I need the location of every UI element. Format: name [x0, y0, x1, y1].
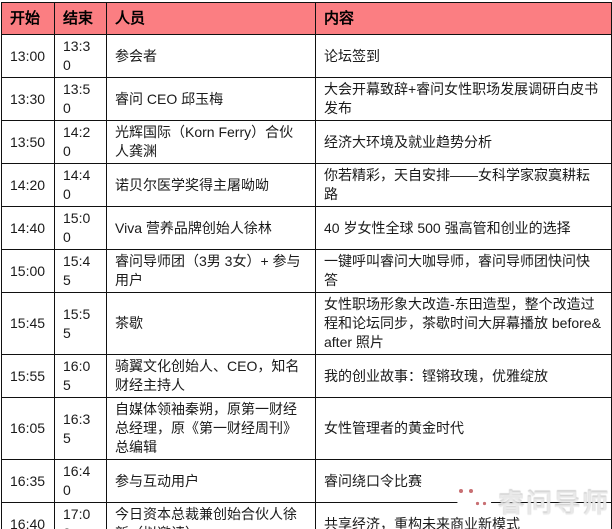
- content-cell: 女性职场形象大改造-东田造型，整个改造过程和论坛同步，茶歇时间大屏幕播放 bef…: [315, 292, 612, 355]
- person-cell: Viva 营养品牌创始人徐林: [106, 206, 316, 250]
- start-time-cell: 16:05: [1, 397, 55, 460]
- end-time-cell: 13:30: [54, 34, 107, 78]
- content-cell: 经济大环境及就业趋势分析: [315, 120, 612, 164]
- end-time-cell: 14:20: [54, 120, 107, 164]
- table-row: 15:45 15:55 茶歇 女性职场形象大改造-东田造型，整个改造过程和论坛同…: [1, 292, 612, 355]
- table-row: 13:50 14:20 光辉国际（Korn Ferry）合伙人龚渊 经济大环境及…: [1, 120, 612, 164]
- table-row: 14:20 14:40 诺贝尔医学奖得主屠呦呦 你若精彩，天自安排——女科学家寂…: [1, 163, 612, 207]
- start-time-cell: 14:40: [1, 206, 55, 250]
- person-cell: 诺贝尔医学奖得主屠呦呦: [106, 163, 316, 207]
- end-time-cell: 16:35: [54, 397, 107, 460]
- header-person: 人员: [106, 2, 316, 35]
- content-cell: 我的创业故事：铿锵玫瑰，优雅绽放: [315, 354, 612, 398]
- start-time-cell: 13:30: [1, 77, 55, 121]
- schedule-body: 13:00 13:30 参会者 论坛签到 13:30 13:50 睿问 CEO …: [1, 34, 612, 529]
- content-cell: 睿问绕口令比赛: [315, 459, 612, 503]
- schedule-header: 开始 结束 人员 内容: [1, 2, 612, 35]
- start-time-cell: 14:20: [1, 163, 55, 207]
- table-row: 16:40 17:00 今日资本总裁兼创始合伙人徐新（拟邀请） 共享经济，重构未…: [1, 502, 612, 529]
- table-row: 13:00 13:30 参会者 论坛签到: [1, 34, 612, 78]
- content-cell: 共享经济，重构未来商业新模式: [315, 502, 612, 529]
- start-time-cell: 13:50: [1, 120, 55, 164]
- header-end: 结束: [54, 2, 107, 35]
- person-cell: 骑翼文化创始人、CEO，知名财经主持人: [106, 354, 316, 398]
- table-row: 15:55 16:05 骑翼文化创始人、CEO，知名财经主持人 我的创业故事：铿…: [1, 354, 612, 398]
- start-time-cell: 15:00: [1, 249, 55, 293]
- person-cell: 自媒体领袖秦朔，原第一财经总经理，原《第一财经周刊》总编辑: [106, 397, 316, 460]
- person-cell: 睿问导师团（3男 3女）+ 参与用户: [106, 249, 316, 293]
- content-cell: 一键呼叫睿问大咖导师，睿问导师团快问快答: [315, 249, 612, 293]
- content-cell: 论坛签到: [315, 34, 612, 78]
- start-time-cell: 16:35: [1, 459, 55, 503]
- content-cell: 女性管理者的黄金时代: [315, 397, 612, 460]
- content-cell: 40 岁女性全球 500 强高管和创业的选择: [315, 206, 612, 250]
- header-start: 开始: [1, 2, 55, 35]
- end-time-cell: 14:40: [54, 163, 107, 207]
- person-cell: 今日资本总裁兼创始合伙人徐新（拟邀请）: [106, 502, 316, 529]
- end-time-cell: 16:40: [54, 459, 107, 503]
- table-row: 14:40 15:00 Viva 营养品牌创始人徐林 40 岁女性全球 500 …: [1, 206, 612, 250]
- table-row: 16:35 16:40 参与互动用户 睿问绕口令比赛: [1, 459, 612, 503]
- table-row: 13:30 13:50 睿问 CEO 邱玉梅 大会开幕致辞+睿问女性职场发展调研…: [1, 77, 612, 121]
- person-cell: 参会者: [106, 34, 316, 78]
- person-cell: 光辉国际（Korn Ferry）合伙人龚渊: [106, 120, 316, 164]
- end-time-cell: 15:00: [54, 206, 107, 250]
- person-cell: 茶歇: [106, 292, 316, 355]
- start-time-cell: 13:00: [1, 34, 55, 78]
- start-time-cell: 15:45: [1, 292, 55, 355]
- content-cell: 大会开幕致辞+睿问女性职场发展调研白皮书发布: [315, 77, 612, 121]
- start-time-cell: 15:55: [1, 354, 55, 398]
- header-content: 内容: [315, 2, 612, 35]
- end-time-cell: 15:55: [54, 292, 107, 355]
- header-row: 开始 结束 人员 内容: [1, 2, 612, 35]
- end-time-cell: 17:00: [54, 502, 107, 529]
- end-time-cell: 13:50: [54, 77, 107, 121]
- content-cell: 你若精彩，天自安排——女科学家寂寞耕耘路: [315, 163, 612, 207]
- person-cell: 睿问 CEO 邱玉梅: [106, 77, 316, 121]
- start-time-cell: 16:40: [1, 502, 55, 529]
- person-cell: 参与互动用户: [106, 459, 316, 503]
- table-row: 15:00 15:45 睿问导师团（3男 3女）+ 参与用户 一键呼叫睿问大咖导…: [1, 249, 612, 293]
- end-time-cell: 15:45: [54, 249, 107, 293]
- table-row: 16:05 16:35 自媒体领袖秦朔，原第一财经总经理，原《第一财经周刊》总编…: [1, 397, 612, 460]
- end-time-cell: 16:05: [54, 354, 107, 398]
